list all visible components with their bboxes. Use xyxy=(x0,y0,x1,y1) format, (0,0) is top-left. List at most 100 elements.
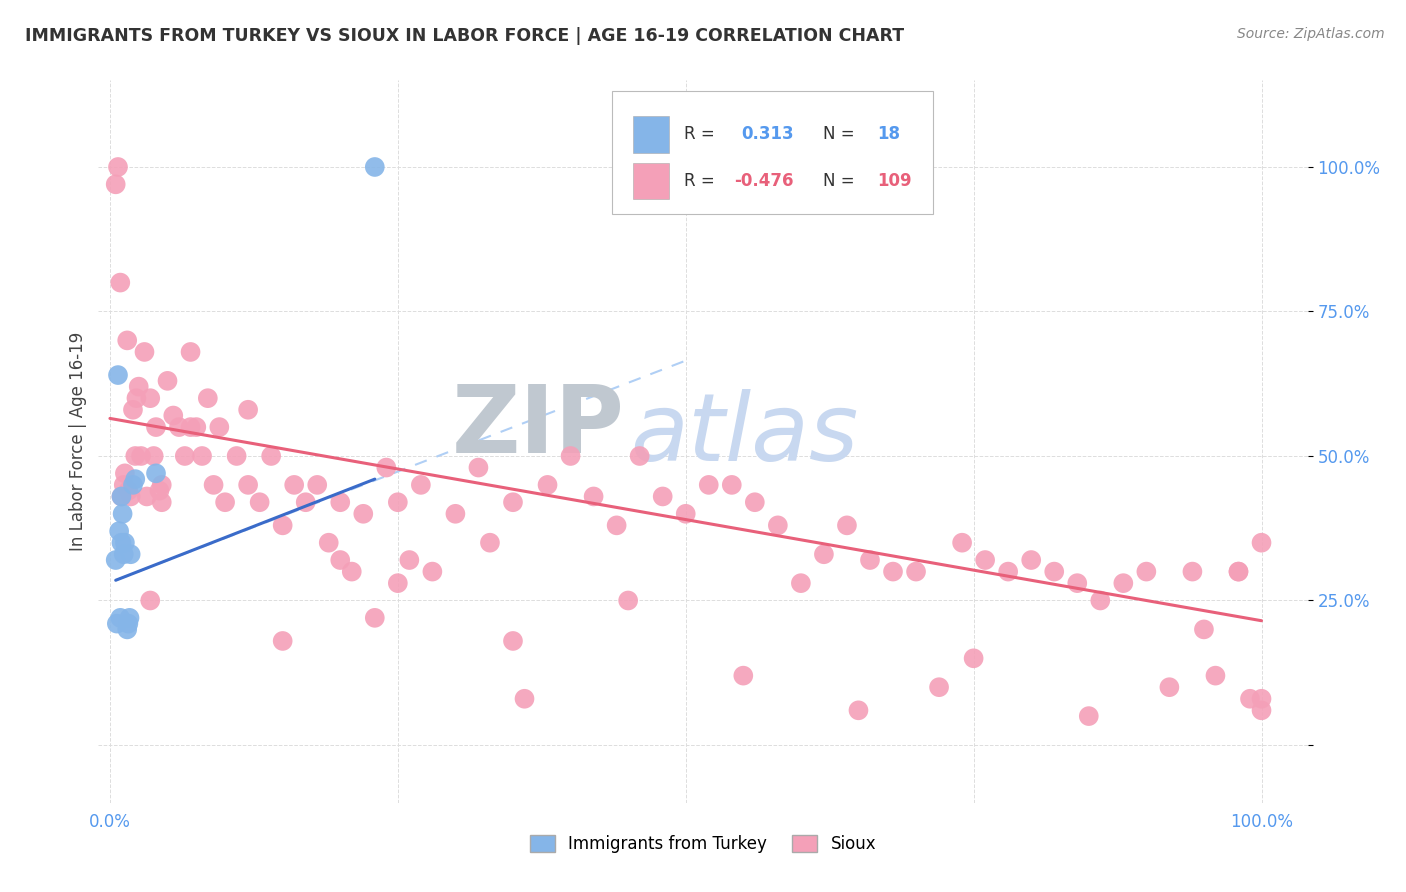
Point xyxy=(697,478,720,492)
Point xyxy=(191,449,214,463)
Point xyxy=(1250,703,1272,717)
Point xyxy=(120,547,142,561)
Point xyxy=(859,553,882,567)
Text: R =: R = xyxy=(683,172,720,190)
Point xyxy=(675,507,697,521)
Point xyxy=(560,449,582,463)
Point xyxy=(115,334,138,348)
Point xyxy=(387,576,409,591)
Y-axis label: In Labor Force | Age 16-19: In Labor Force | Age 16-19 xyxy=(69,332,87,551)
Point xyxy=(214,495,236,509)
Point xyxy=(790,576,813,591)
Point xyxy=(145,420,167,434)
Text: ZIP: ZIP xyxy=(451,381,624,473)
Point xyxy=(974,553,997,567)
Point xyxy=(225,449,247,463)
Point xyxy=(202,478,225,492)
Point xyxy=(928,680,950,694)
Text: 109: 109 xyxy=(877,172,911,190)
Point xyxy=(478,535,501,549)
Point xyxy=(1204,668,1226,682)
Point xyxy=(318,535,340,549)
Point xyxy=(364,611,387,625)
Point xyxy=(117,483,139,498)
Point xyxy=(124,472,146,486)
Point xyxy=(467,460,489,475)
Point xyxy=(142,449,165,463)
Point xyxy=(905,565,928,579)
Point xyxy=(112,478,135,492)
Point xyxy=(134,345,156,359)
Point xyxy=(997,565,1019,579)
Point xyxy=(104,178,127,192)
Point xyxy=(1227,565,1250,579)
Point xyxy=(107,160,129,174)
Point xyxy=(115,623,138,637)
Point xyxy=(364,160,387,174)
Point xyxy=(117,616,139,631)
Point xyxy=(236,402,259,417)
Point xyxy=(340,565,363,579)
Point xyxy=(186,420,208,434)
Point xyxy=(720,478,742,492)
Point xyxy=(124,449,146,463)
Point xyxy=(110,276,132,290)
Point xyxy=(110,490,132,504)
Point xyxy=(112,547,135,561)
Point xyxy=(1066,576,1088,591)
Point xyxy=(1019,553,1042,567)
Point xyxy=(409,478,432,492)
Point xyxy=(129,449,152,463)
Point xyxy=(122,478,145,492)
Point xyxy=(271,634,294,648)
Point xyxy=(1077,709,1099,723)
Point xyxy=(150,478,173,492)
Point xyxy=(329,495,352,509)
Point xyxy=(536,478,558,492)
Point xyxy=(733,668,755,682)
Text: -0.476: -0.476 xyxy=(734,172,794,190)
FancyBboxPatch shape xyxy=(613,91,932,214)
Point xyxy=(139,391,162,405)
Point xyxy=(962,651,984,665)
Point xyxy=(107,368,129,382)
Point xyxy=(114,467,136,481)
Point xyxy=(249,495,271,509)
Point xyxy=(208,420,231,434)
Point xyxy=(398,553,420,567)
Point xyxy=(1250,535,1272,549)
Point xyxy=(173,449,195,463)
Point xyxy=(848,703,870,717)
Point xyxy=(835,518,858,533)
Point xyxy=(271,518,294,533)
Point xyxy=(125,391,148,405)
Point xyxy=(651,490,673,504)
Point xyxy=(813,547,835,561)
Text: IMMIGRANTS FROM TURKEY VS SIOUX IN LABOR FORCE | AGE 16-19 CORRELATION CHART: IMMIGRANTS FROM TURKEY VS SIOUX IN LABOR… xyxy=(25,27,904,45)
Point xyxy=(352,507,374,521)
Point xyxy=(150,495,173,509)
Text: 0.313: 0.313 xyxy=(742,126,794,144)
Point xyxy=(197,391,219,405)
Point xyxy=(283,478,305,492)
Text: 18: 18 xyxy=(877,126,900,144)
Point xyxy=(1227,565,1250,579)
Point xyxy=(260,449,283,463)
Point xyxy=(1159,680,1181,694)
Point xyxy=(628,449,651,463)
Point xyxy=(307,478,329,492)
Point xyxy=(513,691,536,706)
Point xyxy=(110,535,132,549)
Point xyxy=(1112,576,1135,591)
FancyBboxPatch shape xyxy=(633,163,669,200)
Point xyxy=(111,507,134,521)
Point xyxy=(329,553,352,567)
Point xyxy=(110,611,132,625)
Text: N =: N = xyxy=(823,172,859,190)
Point xyxy=(236,478,259,492)
Point xyxy=(1239,691,1261,706)
Point xyxy=(882,565,904,579)
Point xyxy=(375,460,398,475)
Point xyxy=(110,490,132,504)
Point xyxy=(502,634,524,648)
